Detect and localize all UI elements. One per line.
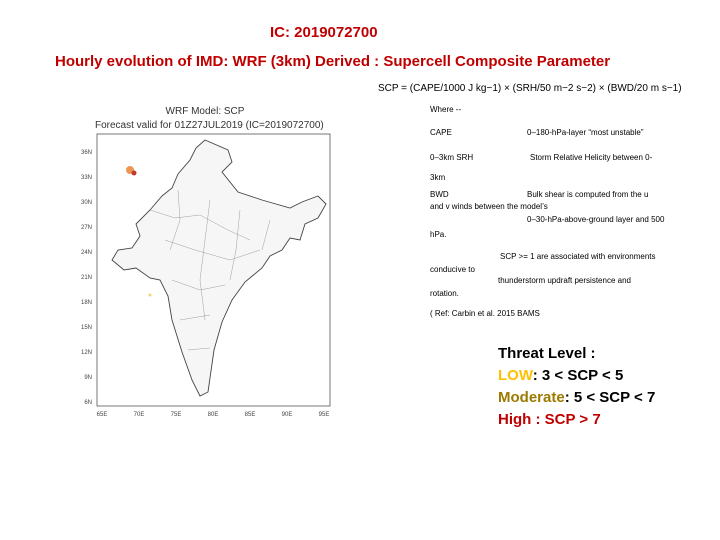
note-line: 0–180-hPa-layer “most unstable” xyxy=(527,128,644,137)
note-line: thunderstorm updraft persistence and xyxy=(498,276,631,285)
lon-label: 75E xyxy=(171,412,182,418)
ic-label: IC: 2019072700 xyxy=(270,24,378,41)
lat-label: 15N xyxy=(81,325,92,331)
lat-label: 24N xyxy=(81,250,92,256)
lat-label: 12N xyxy=(81,350,92,356)
slide-title: Hourly evolution of IMD: WRF (3km) Deriv… xyxy=(55,53,611,70)
note-line: Storm Relative Helicity between 0- xyxy=(530,153,653,162)
lon-label: 70E xyxy=(134,412,145,418)
map-title: WRF Model: SCP xyxy=(166,106,245,117)
threat-low: LOW: 3 < SCP < 5 xyxy=(498,367,623,384)
threat-moderate-name: Moderate xyxy=(498,389,565,406)
note-line: BWD xyxy=(430,190,449,199)
note-line: Where -- xyxy=(430,105,462,114)
lon-label: 65E xyxy=(97,412,108,418)
map-figure: WRF Model: SCP Forecast valid for 01Z27J… xyxy=(81,106,331,418)
note-line: 0–30-hPa-above-ground layer and 500 xyxy=(527,215,665,224)
threat-high: High : SCP > 7 xyxy=(498,411,601,428)
scp-spot xyxy=(131,170,137,176)
note-line: SCP >= 1 are associated with environment… xyxy=(500,252,656,261)
lat-label: 6N xyxy=(84,400,92,406)
lat-label: 18N xyxy=(81,300,92,306)
threat-low-name: LOW xyxy=(498,367,533,384)
lon-label: 85E xyxy=(245,412,256,418)
india-outline xyxy=(111,139,327,397)
threat-moderate-range: : 5 < SCP < 7 xyxy=(564,389,656,406)
lon-label: 95E xyxy=(319,412,330,418)
note-line: 3km xyxy=(430,173,446,182)
note-line: Bulk shear is computed from the u xyxy=(527,190,649,199)
lat-label: 9N xyxy=(84,375,92,381)
lat-label: 27N xyxy=(81,225,92,231)
threat-low-range: : 3 < SCP < 5 xyxy=(532,367,624,384)
threat-heading: Threat Level : xyxy=(498,345,596,362)
lon-label: 80E xyxy=(208,412,219,418)
lat-label: 21N xyxy=(81,275,92,281)
note-line: CAPE xyxy=(430,128,452,137)
lat-label: 33N xyxy=(81,175,92,181)
note-line: 0–3km SRH xyxy=(430,153,474,162)
threat-moderate: Moderate: 5 < SCP < 7 xyxy=(498,389,655,406)
note-line: and v winds between the model’s xyxy=(430,202,548,211)
scp-spot xyxy=(148,293,152,297)
note-line: hPa. xyxy=(430,230,447,239)
lat-label: 30N xyxy=(81,200,92,206)
note-line: rotation. xyxy=(430,289,459,298)
note-line: ( Ref: Carbin et al. 2015 BAMS xyxy=(430,309,540,318)
formula: SCP = (CAPE/1000 J kg−1) × (SRH/50 m−2 s… xyxy=(378,83,682,94)
lon-label: 90E xyxy=(282,412,293,418)
state-boundaries xyxy=(149,189,271,351)
lat-label: 36N xyxy=(81,150,92,156)
note-line: conducive to xyxy=(430,265,475,274)
map-subtitle: Forecast valid for 01Z27JUL2019 (IC=2019… xyxy=(95,120,324,131)
